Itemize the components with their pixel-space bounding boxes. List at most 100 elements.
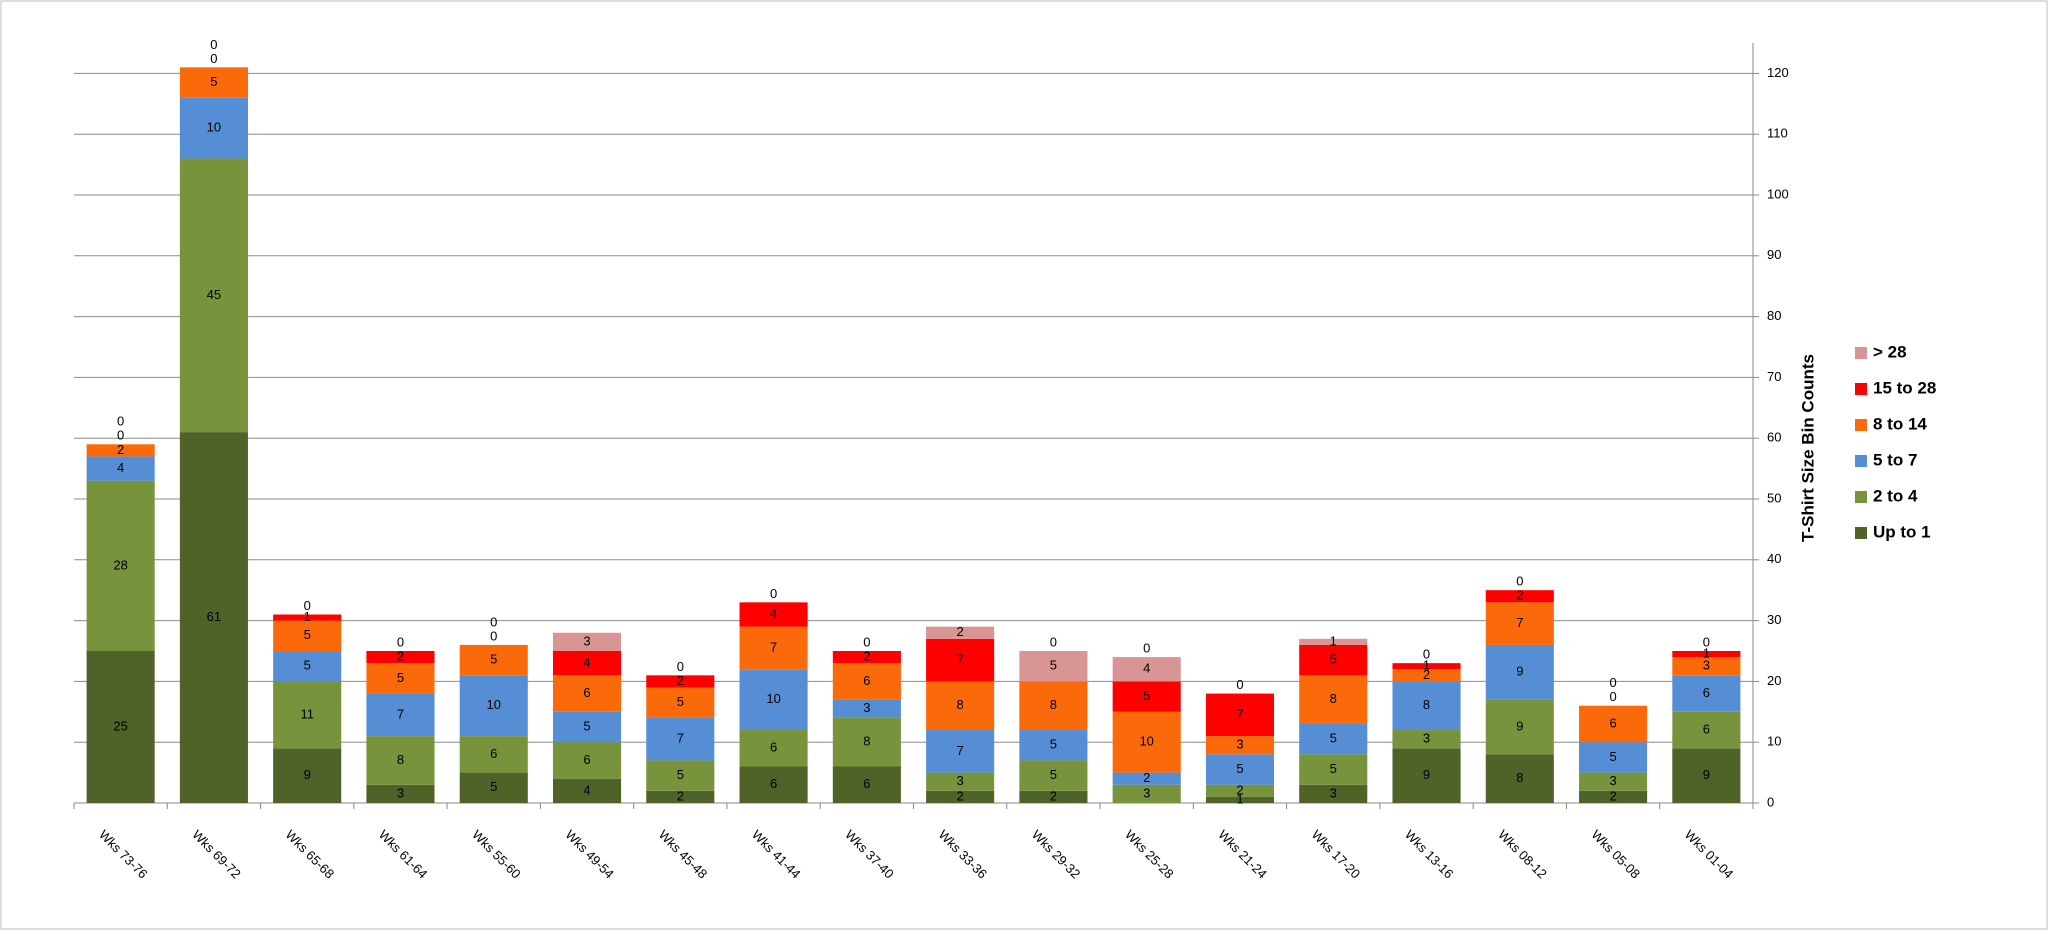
bar-segment bbox=[86, 444, 155, 457]
data-label: 2 bbox=[117, 442, 124, 457]
data-label: 0 bbox=[1516, 574, 1523, 589]
data-label: 0 bbox=[490, 614, 497, 629]
data-label: 0 bbox=[770, 586, 777, 601]
bar-segment bbox=[832, 766, 901, 803]
data-label: 5 bbox=[1609, 749, 1616, 764]
data-label: 5 bbox=[490, 652, 497, 667]
data-label: 9 bbox=[1423, 767, 1430, 782]
data-label: 9 bbox=[1703, 767, 1710, 782]
data-label: 2 bbox=[1236, 782, 1243, 797]
data-label: 0 bbox=[1143, 641, 1150, 656]
bar-segment bbox=[552, 742, 622, 779]
bar-segment bbox=[459, 736, 528, 773]
data-label: 3 bbox=[863, 700, 870, 715]
bar-segment bbox=[1112, 772, 1181, 785]
bar-segment bbox=[1672, 748, 1741, 803]
bar-segment bbox=[366, 651, 435, 664]
bar-segment bbox=[926, 681, 995, 731]
data-label: 6 bbox=[770, 740, 777, 755]
data-label: 0 bbox=[397, 634, 404, 649]
data-label: 3 bbox=[1609, 773, 1616, 788]
y-tick-label: 0 bbox=[1767, 794, 1774, 809]
y-tick-label: 30 bbox=[1767, 612, 1781, 627]
data-label: 7 bbox=[677, 731, 684, 746]
bar-segment bbox=[1579, 705, 1648, 743]
legend-swatch bbox=[1855, 347, 1867, 359]
data-label: 25 bbox=[113, 718, 127, 733]
data-label: 10 bbox=[207, 120, 221, 135]
bar-segment bbox=[832, 717, 901, 767]
bar-segment bbox=[739, 626, 808, 670]
data-label: 9 bbox=[1516, 718, 1523, 733]
data-label: 0 bbox=[1236, 677, 1243, 692]
data-label: 7 bbox=[957, 743, 964, 758]
bar-segment bbox=[739, 730, 808, 767]
data-label: 6 bbox=[863, 673, 870, 688]
data-label: 3 bbox=[397, 785, 404, 800]
data-label: 5 bbox=[1143, 688, 1150, 703]
bar-segment bbox=[552, 778, 622, 803]
bar-segment bbox=[1112, 711, 1181, 773]
y-tick-label: 90 bbox=[1767, 247, 1781, 262]
y-tick-label: 80 bbox=[1767, 308, 1781, 323]
data-label: 5 bbox=[304, 627, 311, 642]
data-label: 0 bbox=[1609, 689, 1616, 704]
data-label: 11 bbox=[300, 706, 314, 721]
bar-segment bbox=[273, 651, 342, 682]
bar-segment bbox=[366, 663, 435, 694]
bar-segment bbox=[459, 675, 528, 737]
bar-segment bbox=[366, 784, 435, 803]
bar-segment bbox=[1019, 730, 1088, 761]
data-label: 2 bbox=[1609, 788, 1616, 803]
bar-segment bbox=[273, 614, 342, 621]
data-label: 61 bbox=[207, 609, 221, 624]
data-label: 0 bbox=[490, 628, 497, 643]
data-label: 2 bbox=[677, 788, 684, 803]
data-label: 2 bbox=[863, 649, 870, 664]
bar-segment bbox=[646, 675, 715, 688]
bar-segment bbox=[1579, 742, 1648, 773]
data-label: 8 bbox=[1330, 691, 1337, 706]
data-label: 10 bbox=[766, 691, 780, 706]
bar-segment bbox=[86, 480, 155, 651]
data-label: 0 bbox=[1703, 634, 1710, 649]
data-label: 4 bbox=[770, 606, 777, 621]
bar-segment bbox=[1485, 699, 1554, 755]
bar-segment bbox=[1019, 651, 1088, 682]
data-label: 8 bbox=[1516, 770, 1523, 785]
data-label: 7 bbox=[957, 652, 964, 667]
bar-segment bbox=[1672, 675, 1741, 712]
bar-segment bbox=[1579, 772, 1648, 791]
data-label: 7 bbox=[397, 706, 404, 721]
bar-segment bbox=[1299, 723, 1368, 755]
bar-segment bbox=[1299, 644, 1368, 676]
data-label: 0 bbox=[1050, 634, 1057, 649]
data-label: 0 bbox=[863, 634, 870, 649]
data-label: 1 bbox=[1703, 645, 1710, 660]
legend-label: 5 to 7 bbox=[1873, 450, 1917, 469]
bar-segment bbox=[273, 681, 342, 749]
bar-segment bbox=[832, 699, 901, 718]
bar-segment bbox=[1299, 675, 1368, 724]
data-label: 6 bbox=[583, 752, 590, 767]
bar-segment bbox=[1392, 730, 1461, 749]
data-label: 6 bbox=[863, 776, 870, 791]
data-label: 8 bbox=[957, 697, 964, 712]
data-label: 5 bbox=[1050, 767, 1057, 782]
bar-segment bbox=[459, 644, 528, 676]
bar-segment bbox=[1672, 651, 1741, 658]
bar-segment bbox=[366, 693, 435, 737]
legend-swatch bbox=[1855, 491, 1867, 503]
bar-segment bbox=[1672, 711, 1741, 749]
data-label: 5 bbox=[490, 779, 497, 794]
data-label: 5 bbox=[1050, 658, 1057, 673]
data-label: 8 bbox=[397, 752, 404, 767]
data-label: 6 bbox=[1609, 715, 1616, 730]
bar-segment bbox=[646, 760, 715, 791]
bar-segment bbox=[552, 675, 622, 712]
legend-label: Up to 1 bbox=[1873, 522, 1931, 541]
data-label: 5 bbox=[304, 658, 311, 673]
data-label: 2 bbox=[1516, 588, 1523, 603]
data-label: 6 bbox=[490, 746, 497, 761]
